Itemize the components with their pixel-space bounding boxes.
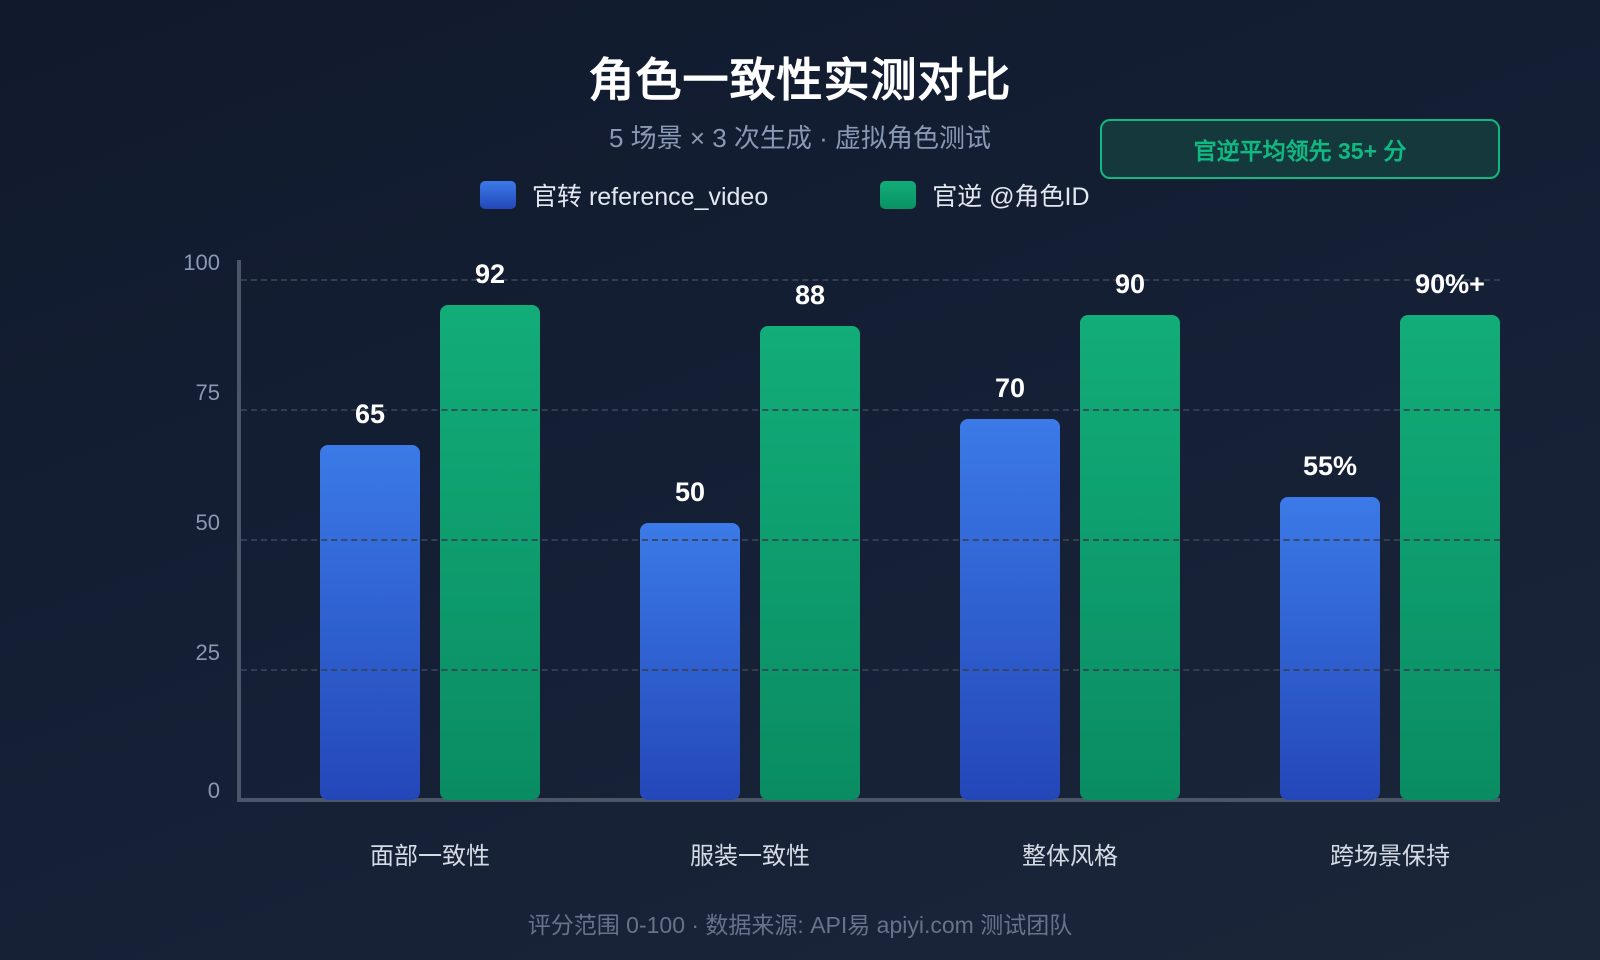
y-axis-line: [237, 260, 241, 802]
bar-blue: [320, 445, 420, 800]
chart-footer-source: 评分范围 0-100 · 数据来源: API易 apiyi.com 测试团队: [527, 912, 1073, 938]
bar-green: [1400, 315, 1500, 800]
bar-value-label: 65: [354, 399, 386, 430]
x-category-label: 服装一致性: [690, 843, 810, 870]
legend-swatch-blue-icon: [480, 181, 516, 209]
x-category-label: 跨场景保持: [1330, 843, 1450, 870]
x-category-label: 整体风格: [1022, 843, 1118, 870]
chart-subtitle: 5 场景 × 3 次生成 · 虚拟角色测试: [608, 123, 992, 153]
y-tick-label: 25: [195, 640, 220, 665]
bar-value-label: 55%: [1302, 451, 1358, 482]
legend-label: 官转 reference_video: [532, 183, 769, 211]
gridline: [241, 539, 1500, 541]
legend-label: 官逆 @角色ID: [932, 183, 1090, 211]
y-tick-label: 100: [183, 250, 220, 275]
y-tick-label: 75: [195, 380, 220, 405]
bar-green: [440, 304, 540, 800]
bar-value-label: 92: [474, 258, 506, 289]
bar-value-label: 88: [794, 279, 826, 310]
bar-value-label: 70: [994, 373, 1026, 404]
bar-value-label: 90%+: [1415, 269, 1485, 300]
x-axis-line: [237, 798, 1500, 802]
bar-blue: [960, 419, 1060, 800]
chart-legend: 官转 reference_video 官逆 @角色ID: [480, 178, 1202, 212]
bar-blue: [1280, 497, 1380, 800]
gridline: [241, 669, 1500, 671]
y-tick-label: 0: [207, 778, 220, 803]
legend-item-official-transfer: 官转 reference_video: [480, 177, 768, 213]
bar-value-label: 90: [1114, 269, 1146, 300]
bar-green: [1080, 315, 1180, 800]
bar-green: [760, 325, 860, 800]
x-category-label: 面部一致性: [370, 843, 490, 870]
bar-value-label: 50: [674, 477, 706, 508]
gridline: [241, 279, 1500, 281]
lead-callout-badge: 官逆平均领先 35+ 分: [1100, 119, 1500, 179]
gridline: [241, 409, 1500, 411]
y-tick-label: 50: [195, 510, 220, 535]
chart-title: 角色一致性实测对比: [588, 54, 1012, 106]
legend-swatch-green-icon: [880, 181, 917, 209]
legend-item-official-reverse: 官逆 @角色ID: [880, 177, 1090, 213]
bar-blue: [640, 523, 740, 800]
